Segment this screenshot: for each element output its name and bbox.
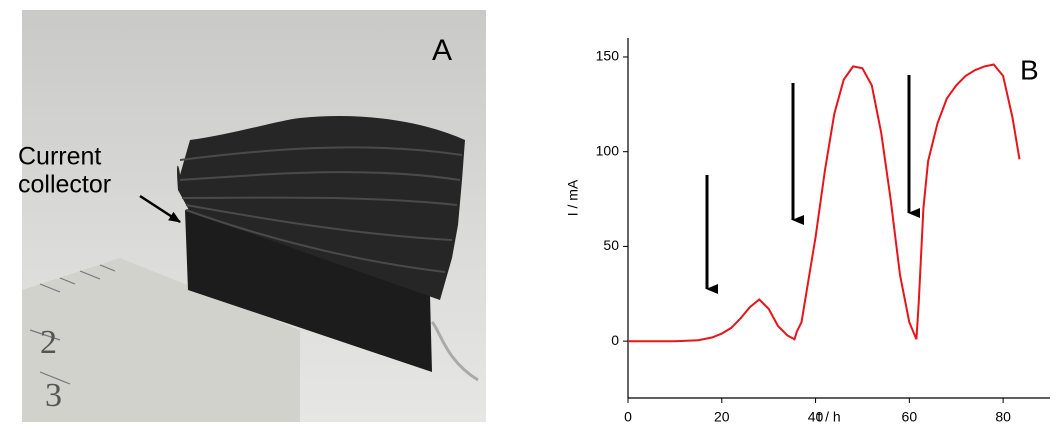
y-axis-label: I / mA	[565, 179, 581, 216]
electrode-stack	[177, 116, 465, 300]
y-tick-label: 0	[611, 332, 619, 348]
electrode-layers	[179, 146, 463, 273]
y-tick-label: 50	[603, 237, 619, 253]
ruler-digit: 3	[45, 377, 62, 414]
chart: B 0 50 100 150 0 20 40 60 80 t / h I / mA	[565, 38, 1050, 425]
y-tick-label: 100	[596, 142, 620, 158]
x-tick-label: 80	[995, 409, 1011, 425]
x-axis-label: t / h	[817, 409, 840, 425]
annotation-arrow	[139, 194, 181, 224]
panel-label: A	[432, 34, 452, 67]
ruler	[22, 258, 300, 422]
wire	[430, 320, 479, 382]
annotation-line: Current	[18, 143, 101, 171]
y-tick-label: 150	[596, 48, 620, 64]
ruler-digit: 2	[40, 324, 57, 361]
x-tick-label: 60	[902, 409, 918, 425]
panel-label: B	[1020, 54, 1039, 85]
data-line	[628, 63, 1021, 343]
x-tick-label: 20	[714, 409, 730, 425]
x-tick-label: 0	[624, 409, 632, 425]
current-collector	[185, 210, 432, 372]
annotation-line: collector	[18, 171, 111, 199]
ruler-ticks	[29, 264, 116, 385]
x-tick-label: 40	[808, 409, 824, 425]
photo: 2 3 A Current collector	[18, 10, 486, 422]
